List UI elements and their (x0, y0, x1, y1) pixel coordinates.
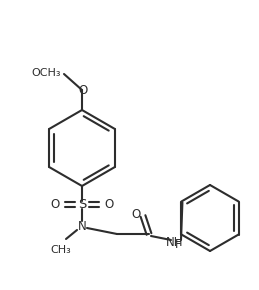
Text: S: S (78, 197, 86, 211)
Text: OCH₃: OCH₃ (32, 68, 61, 78)
Text: O: O (50, 197, 60, 211)
Text: O: O (78, 84, 88, 97)
Text: O: O (131, 208, 141, 220)
Text: NH: NH (166, 235, 184, 249)
Text: O: O (104, 197, 114, 211)
Text: F: F (175, 238, 182, 251)
Text: N: N (78, 220, 86, 233)
Text: CH₃: CH₃ (51, 245, 71, 255)
